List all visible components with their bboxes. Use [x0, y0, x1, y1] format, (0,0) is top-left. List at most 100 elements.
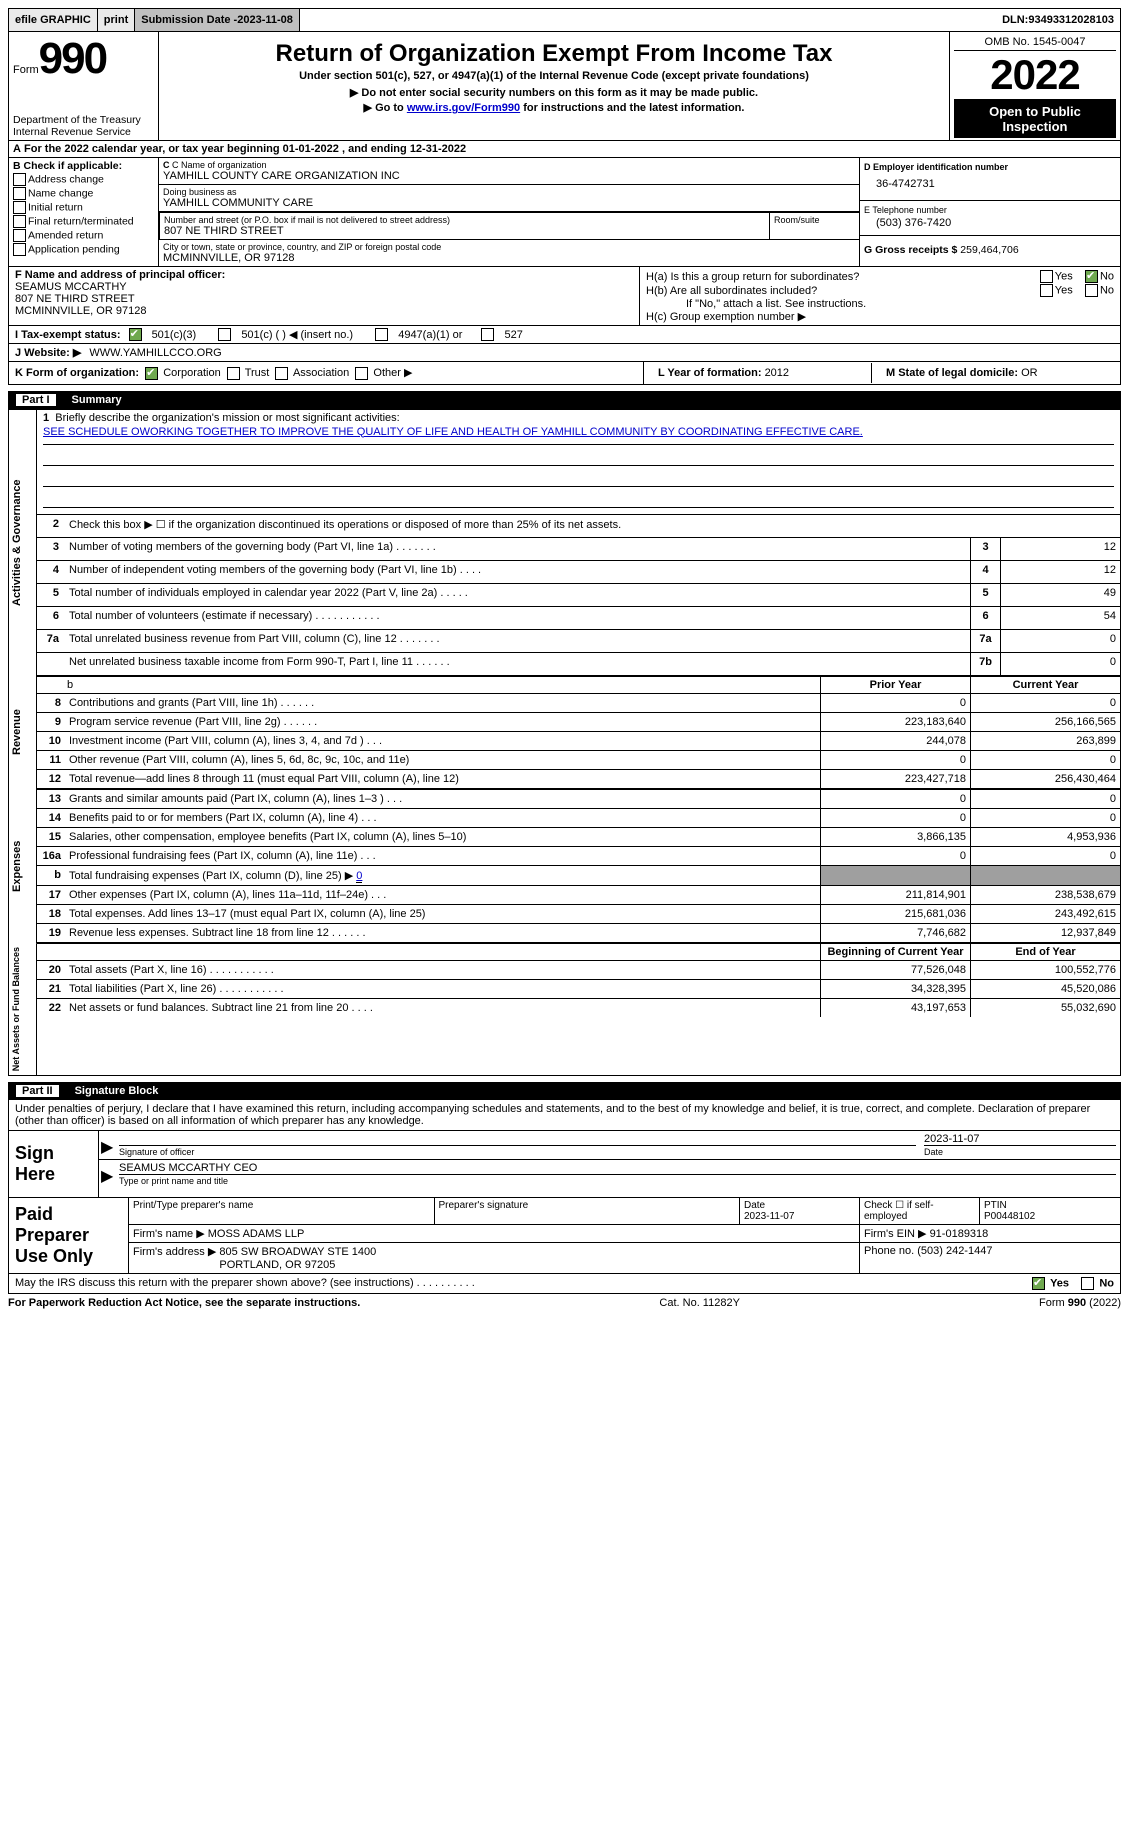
org-name: YAMHILL COUNTY CARE ORGANIZATION INC [163, 170, 855, 182]
line-20-py: 77,526,048 [820, 960, 970, 979]
chk-other[interactable] [355, 367, 368, 380]
hb-no-label: No [1100, 284, 1114, 296]
line-3-num: 3 [37, 537, 65, 560]
officer-city: MCMINNVILLE, OR 97128 [15, 305, 633, 317]
discuss-no-checkbox[interactable] [1081, 1277, 1094, 1290]
dln-label: DLN: [1002, 14, 1028, 26]
h-b-note: If "No," attach a list. See instructions… [646, 298, 1114, 310]
prep-ptin-label: PTIN [984, 1200, 1007, 1211]
firm-phone-cell: Phone no. (503) 242-1447 [860, 1243, 1120, 1273]
row-a-prefix: A [13, 143, 21, 155]
signature-date-field: 2023-11-07 Date [920, 1131, 1120, 1159]
prep-sig-header: Preparer's signature [435, 1198, 741, 1224]
irs-form990-link[interactable]: www.irs.gov/Form990 [407, 102, 520, 114]
part-1-title: Summary [72, 394, 122, 406]
line-3-box: 3 [970, 537, 1000, 560]
line-16b-cy-grey [970, 865, 1120, 885]
room-label: Room/suite [774, 215, 855, 225]
submission-date: Submission Date - 2023-11-08 [135, 9, 300, 31]
signature-caption: Signature of officer [119, 1145, 916, 1157]
line-22-py: 43,197,653 [820, 998, 970, 1017]
part-1-header: Part I Summary [8, 391, 1121, 409]
prep-ptin-cell: PTIN P00448102 [980, 1198, 1120, 1224]
goto-prefix: ▶ Go to [364, 102, 407, 114]
ha-yes-checkbox[interactable] [1040, 270, 1053, 283]
efile-label: efile GRAPHIC [9, 9, 98, 31]
box-h: H(a) Is this a group return for subordin… [640, 267, 1120, 325]
row-a-begin: 01-01-2022 [283, 143, 339, 155]
chk-address-change[interactable]: Address change [13, 173, 154, 186]
box-m: M State of legal domicile: OR [880, 363, 1120, 383]
line-8-num: 8 [37, 693, 65, 712]
discuss-yes-label: Yes [1050, 1277, 1069, 1289]
line-7a-value: 0 [1000, 629, 1120, 652]
mission-text-link[interactable]: SEE SCHEDULE OWORKING TOGETHER TO IMPROV… [43, 426, 863, 438]
city-value: MCMINNVILLE, OR 97128 [163, 252, 855, 264]
line-12-cy: 256,430,464 [970, 769, 1120, 788]
city-label: City or town, state or province, country… [163, 242, 855, 252]
chk-trust[interactable] [227, 367, 240, 380]
line-16a-py: 0 [820, 846, 970, 865]
chk-association[interactable] [275, 367, 288, 380]
firm-address-2: PORTLAND, OR 97205 [219, 1259, 335, 1271]
line-6-num: 6 [37, 606, 65, 629]
opt-association: Association [293, 367, 349, 379]
line-15-num: 15 [37, 827, 65, 846]
line-14-num: 14 [37, 808, 65, 827]
chk-application-pending[interactable]: Application pending [13, 243, 154, 256]
department-label: Department of the Treasury Internal Reve… [13, 114, 154, 138]
chk-501c3[interactable] [129, 328, 142, 341]
line-6-text: Total number of volunteers (estimate if … [65, 606, 970, 629]
hb-yes-checkbox[interactable] [1040, 284, 1053, 297]
line-17-text: Other expenses (Part IX, column (A), lin… [65, 885, 820, 904]
mission-blank-3 [43, 489, 1114, 508]
line-22-num: 22 [37, 998, 65, 1017]
sign-arrow-2: ▶ [99, 1164, 115, 1188]
ha-no-checkbox[interactable] [1085, 270, 1098, 283]
line-16b-value-link[interactable]: 0 [356, 870, 362, 883]
dln: DLN: 93493312028103 [996, 9, 1120, 31]
paid-preparer-label: Paid Preparer Use Only [9, 1198, 129, 1273]
firm-phone-label: Phone no. [864, 1245, 917, 1257]
part-1-number: Part I [16, 394, 56, 406]
omb-number: OMB No. 1545-0047 [954, 34, 1116, 51]
line-7b-text: Net unrelated business taxable income fr… [65, 652, 970, 675]
k-label: K Form of organization: [15, 367, 139, 379]
line-7b-box: 7b [970, 652, 1000, 675]
line-16b-py-grey [820, 865, 970, 885]
chk-501c[interactable] [218, 328, 231, 341]
prep-date-value: 2023-11-07 [744, 1211, 794, 1222]
chk-527[interactable] [481, 328, 494, 341]
subtitle-2: ▶ Do not enter social security numbers o… [163, 86, 945, 99]
paid-preparer-block: Paid Preparer Use Only Print/Type prepar… [8, 1198, 1121, 1274]
chk-corporation[interactable] [145, 367, 158, 380]
section-revenue-label: Revenue [9, 676, 37, 789]
chk-final-return[interactable]: Final return/terminated [13, 215, 154, 228]
line-18-num: 18 [37, 904, 65, 923]
hb-yes-label: Yes [1055, 284, 1073, 296]
line-11-num: 11 [37, 750, 65, 769]
line-9-num: 9 [37, 712, 65, 731]
officer-name-field: SEAMUS MCCARTHY CEO Type or print name a… [115, 1160, 1120, 1188]
officer-street: 807 NE THIRD STREET [15, 293, 633, 305]
line-20-text: Total assets (Part X, line 16) . . . . .… [65, 960, 820, 979]
chk-4947[interactable] [375, 328, 388, 341]
chk-initial-return[interactable]: Initial return [13, 201, 154, 214]
line-13-py: 0 [820, 789, 970, 808]
firm-ein-cell: Firm's EIN ▶ 91-0189318 [860, 1225, 1120, 1242]
line-14-text: Benefits paid to or for members (Part IX… [65, 808, 820, 827]
line-8-py: 0 [820, 693, 970, 712]
line-8-cy: 0 [970, 693, 1120, 712]
line-21-py: 34,328,395 [820, 979, 970, 998]
firm-name-cell: Firm's name ▶ MOSS ADAMS LLP [129, 1225, 860, 1242]
officer-name-caption: Type or print name and title [119, 1174, 1116, 1186]
print-button[interactable]: print [98, 9, 135, 31]
chk-name-change[interactable]: Name change [13, 187, 154, 200]
section-revenue: b Prior Year Current Year 8Contributions… [37, 676, 1120, 789]
discuss-question: May the IRS discuss this return with the… [15, 1277, 475, 1290]
prep-self-employed: Check ☐ if self-employed [860, 1198, 980, 1224]
discuss-yes-checkbox[interactable] [1032, 1277, 1045, 1290]
goto-suffix: for instructions and the latest informat… [523, 102, 744, 114]
hb-no-checkbox[interactable] [1085, 284, 1098, 297]
chk-amended-return[interactable]: Amended return [13, 229, 154, 242]
